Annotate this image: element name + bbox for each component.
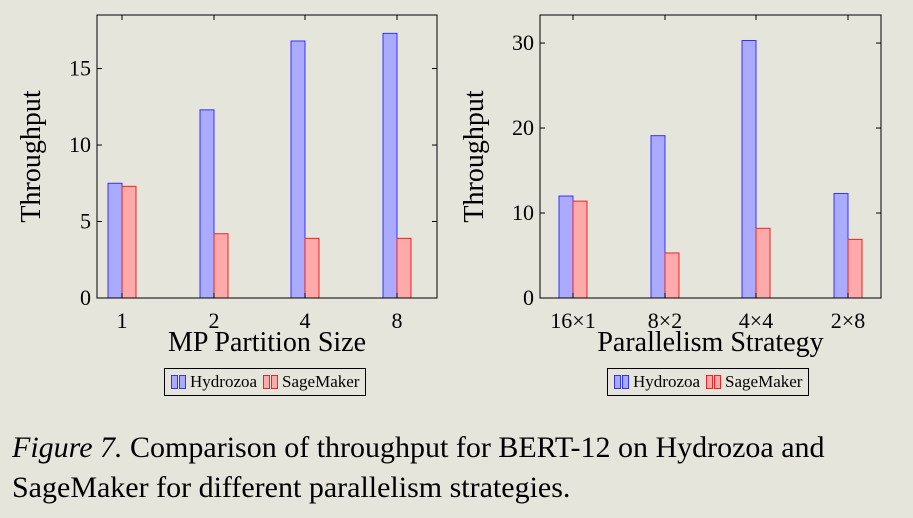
chart-mp-partition: 1 2 4 8 0 5 10 15 MP Partition Size Throughput <box>16 14 438 358</box>
x-tick-label: 2 <box>209 308 220 333</box>
x-tick-label: 16×1 <box>550 308 595 333</box>
caption-text: Comparison of throughput for BERT-12 on … <box>12 431 825 504</box>
y-tick-label: 0 <box>523 285 534 310</box>
plot-frame <box>539 14 882 299</box>
y-axis-label: Throughput <box>16 90 47 222</box>
bar-sagemaker-4 <box>847 238 863 299</box>
bar-sagemaker-2 <box>664 252 680 299</box>
x-axis-label: MP Partition Size <box>168 327 366 358</box>
legend-item-sagemaker: SageMaker <box>706 372 802 392</box>
legend-swatch-hydrozoa <box>171 375 187 389</box>
x-tick-label: 4 <box>300 308 311 333</box>
y-tick-label: 10 <box>69 132 91 157</box>
y-axis-label: Throughput <box>459 90 490 222</box>
y-tick-label: 5 <box>80 209 91 234</box>
x-tick-label: 8 <box>392 308 403 333</box>
legend-item-hydrozoa: Hydrozoa <box>171 372 257 392</box>
bar-sagemaker-3 <box>755 227 771 299</box>
legend-left: Hydrozoa SageMaker <box>164 368 367 396</box>
legend-swatch-sagemaker <box>706 375 722 389</box>
legend-item-hydrozoa: Hydrozoa <box>614 372 700 392</box>
chart-parallelism-strategy: 16×1 8×2 4×4 2×8 0 10 20 30 Parallelism Strategy… <box>459 14 882 358</box>
x-tick-label: 8×2 <box>648 308 682 333</box>
y-tick-label: 30 <box>512 30 534 55</box>
x-tick-label: 1 <box>117 308 128 333</box>
caption-figure-number: Figure 7. <box>12 431 123 464</box>
y-tick-label: 15 <box>69 56 91 81</box>
legend-label-sagemaker: SageMaker <box>725 372 803 391</box>
bar-hydrozoa-3 <box>741 39 757 299</box>
y-tick-label: 0 <box>80 285 91 310</box>
x-tick-label: 2×8 <box>831 308 865 333</box>
bar-hydrozoa-1 <box>558 195 574 299</box>
legend-swatch-sagemaker <box>263 375 279 389</box>
y-tick-label: 20 <box>512 115 534 140</box>
figure-caption: Figure 7. Comparison of throughput for B… <box>12 428 907 508</box>
legend-label-hydrozoa: Hydrozoa <box>633 372 701 391</box>
legend-swatch-hydrozoa <box>614 375 630 389</box>
y-tick-label: 10 <box>512 200 534 225</box>
bar-hydrozoa-4 <box>833 192 849 299</box>
legend-right: Hydrozoa SageMaker <box>607 368 810 396</box>
bar-sagemaker-1 <box>572 200 588 299</box>
bar-hydrozoa-2 <box>650 135 666 299</box>
legend-item-sagemaker: SageMaker <box>263 372 359 392</box>
plot-frame <box>96 14 438 299</box>
legend-label-hydrozoa: Hydrozoa <box>190 372 258 391</box>
x-tick-label: 4×4 <box>739 308 773 333</box>
x-axis-label: Parallelism Strategy <box>597 327 823 358</box>
legend-label-sagemaker: SageMaker <box>282 372 360 391</box>
